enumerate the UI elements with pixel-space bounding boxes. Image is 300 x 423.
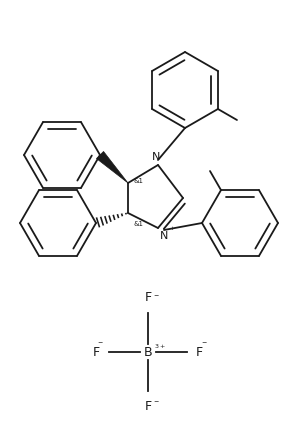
Text: $^{-}$: $^{-}$ (153, 292, 160, 301)
Text: N: N (152, 152, 160, 162)
Text: $^{-}$: $^{-}$ (201, 339, 208, 348)
Text: $^{3+}$: $^{3+}$ (154, 343, 166, 352)
Text: $^{-}$: $^{-}$ (153, 398, 160, 407)
Text: F: F (196, 346, 203, 359)
Text: N: N (160, 231, 168, 241)
Text: B: B (144, 346, 152, 359)
Text: &1: &1 (133, 221, 143, 227)
Text: F: F (144, 400, 152, 413)
Text: F: F (93, 346, 100, 359)
Polygon shape (97, 151, 128, 183)
Text: $^{-}$: $^{-}$ (97, 339, 104, 348)
Text: &1: &1 (133, 178, 143, 184)
Text: $^+$: $^+$ (168, 225, 176, 234)
Text: F: F (144, 291, 152, 304)
